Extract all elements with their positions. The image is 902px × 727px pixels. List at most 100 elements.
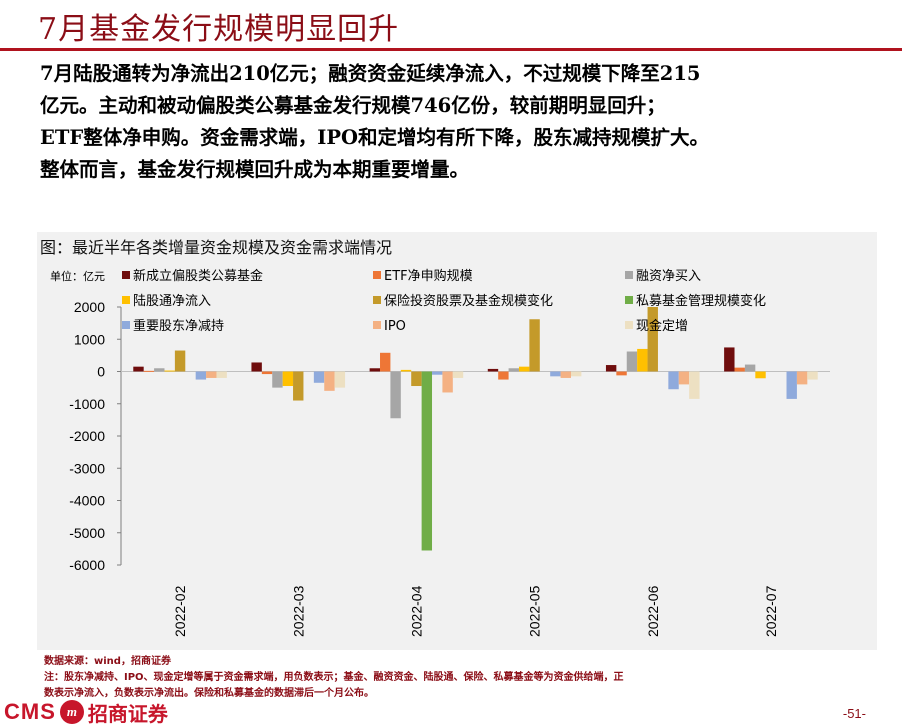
- summary-line: 7月陆股通转为净流出210亿元；融资资金延续净流入，不过规模下降至215: [40, 62, 701, 85]
- legend-swatch: [122, 321, 130, 329]
- legend-label: 私募基金管理规模变化: [636, 293, 766, 309]
- bar: [487, 368, 499, 372]
- bar: [261, 371, 273, 375]
- legend-swatch: [625, 296, 633, 304]
- legend-label: 融资净买入: [636, 269, 701, 284]
- legend-label: 重要股东净减持: [133, 318, 224, 334]
- bar: [272, 371, 283, 388]
- logo-emblem-icon: m: [59, 700, 84, 724]
- bar: [174, 350, 186, 372]
- bar: [313, 371, 325, 383]
- bar: [206, 371, 217, 378]
- legend-swatch: [625, 321, 633, 329]
- bar: [154, 368, 165, 372]
- bar: [452, 371, 464, 378]
- legend-swatch: [625, 271, 633, 279]
- bar: [432, 371, 443, 375]
- legend-swatch: [373, 296, 381, 304]
- bar: [293, 371, 304, 401]
- legend-swatch: [122, 271, 130, 279]
- chart-title: 图：最近半年各类增量资金规模及资金需求端情况: [40, 238, 393, 257]
- bar: [529, 319, 540, 372]
- bar: [216, 371, 227, 378]
- summary-text: 7月陆股通转为净流出210亿元；融资资金延续净流入，不过规模下降至215 亿元。…: [40, 58, 888, 186]
- bar: [570, 371, 582, 377]
- legend-swatch: [122, 296, 130, 304]
- x-tick-label: 2022-05: [527, 585, 543, 637]
- y-tick-label: 2000: [74, 299, 105, 315]
- logo-text: CMS: [4, 699, 56, 724]
- x-tick-label: 2022-07: [763, 585, 779, 637]
- x-tick-label: 2022-03: [290, 585, 306, 637]
- legend-label: 保险投资股票及基金规模变化: [384, 293, 553, 309]
- legend-label: 现金定增: [636, 318, 688, 334]
- source-note: 数据来源：wind，招商证券: [44, 656, 171, 667]
- footnote-line: 注：股东净减持、IPO、现金定增等属于资金需求端，用负数表示；基金、融资资金、陆…: [44, 672, 624, 683]
- bar: [195, 371, 207, 380]
- bar: [164, 370, 175, 372]
- bar: [498, 371, 509, 380]
- bar: [380, 352, 391, 372]
- bar: [689, 371, 700, 399]
- legend-swatch: [373, 271, 381, 279]
- bar: [282, 371, 294, 387]
- y-tick-label: -6000: [69, 557, 105, 573]
- y-tick-label: -4000: [69, 493, 105, 509]
- bar: [251, 362, 262, 372]
- y-tick-label: -5000: [69, 525, 105, 541]
- bar: [400, 369, 412, 372]
- bar: [637, 348, 648, 372]
- bar: [734, 367, 745, 372]
- bar: [647, 307, 658, 372]
- page-title: 7月基金发行规模明显回升: [38, 12, 400, 47]
- bar: [560, 371, 571, 378]
- summary-line: 亿元。主动和被动偏股类公募基金发行规模746亿份，较前期明显回升；: [40, 94, 666, 117]
- bar: [324, 371, 335, 391]
- legend-label: ETF净申购规模: [384, 268, 473, 284]
- bar: [508, 368, 519, 372]
- bar: [369, 368, 381, 372]
- chart-panel: [37, 232, 877, 650]
- legend-swatch: [373, 321, 381, 329]
- bar: [605, 365, 617, 372]
- bar: [755, 371, 766, 379]
- bar: [518, 366, 530, 372]
- company-logo: CMS m 招商证券: [4, 698, 168, 726]
- bar: [724, 347, 735, 372]
- y-tick-label: -3000: [69, 460, 105, 476]
- bar: [796, 371, 808, 385]
- x-tick-label: 2022-06: [645, 585, 661, 637]
- footnote-line: 数表示净流入，负数表示净流出。保险和私募基金的数据滞后一个月公布。: [44, 688, 374, 699]
- title-divider: [0, 48, 902, 51]
- summary-line: ETF整体净申购。资金需求端，IPO和定增均有所下降，股东减持规模扩大。: [40, 126, 709, 149]
- bar: [678, 371, 690, 385]
- bar: [390, 371, 401, 419]
- legend-label: 陆股通净流入: [133, 293, 211, 309]
- chart-notes: 数据来源：wind，招商证券 注：股东净减持、IPO、现金定增等属于资金需求端，…: [44, 654, 874, 702]
- y-tick-label: -2000: [69, 428, 105, 444]
- bar: [550, 371, 561, 377]
- bar: [411, 371, 422, 387]
- bar: [786, 371, 797, 399]
- unit-label: 单位：亿元: [50, 269, 105, 283]
- bar: [421, 371, 433, 551]
- y-tick-label: 1000: [74, 331, 105, 347]
- y-tick-label: -1000: [69, 396, 105, 412]
- legend-label: 新成立偏股类公募基金: [133, 268, 263, 284]
- x-tick-label: 2022-04: [408, 585, 424, 637]
- y-tick-label: 0: [97, 364, 105, 380]
- summary-line: 整体而言，基金发行规模回升成为本期重要增量。: [40, 158, 470, 181]
- bar: [442, 371, 453, 393]
- page-number: -51-: [842, 706, 866, 721]
- bar: [807, 371, 818, 380]
- logo-company-name: 招商证券: [87, 701, 168, 726]
- bar: [133, 366, 144, 372]
- bar: [334, 371, 346, 388]
- bar: [626, 351, 638, 372]
- bar: [616, 371, 627, 376]
- bar: [744, 364, 756, 372]
- x-tick-label: 2022-02: [172, 585, 188, 637]
- bar: [668, 371, 679, 390]
- bar: [143, 370, 155, 372]
